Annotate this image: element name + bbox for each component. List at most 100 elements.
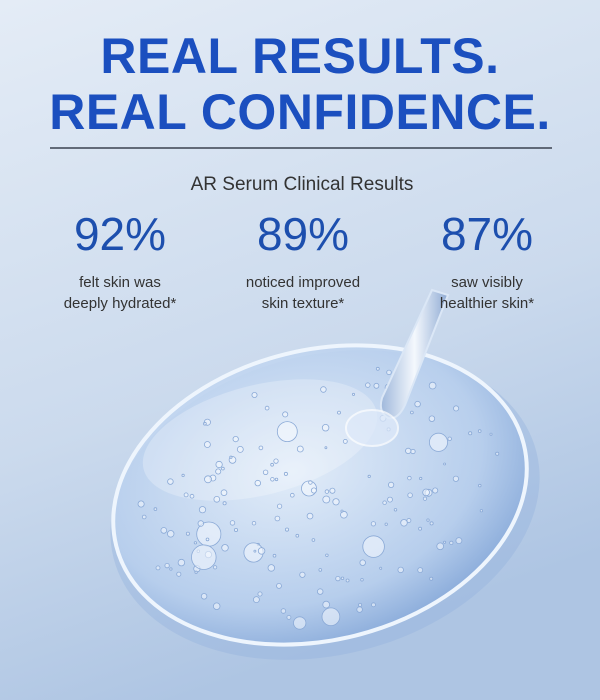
bubble — [332, 498, 340, 506]
bubble — [382, 500, 387, 505]
bubble — [221, 544, 229, 552]
bubble — [371, 602, 376, 608]
bubble — [251, 521, 257, 526]
bubble — [276, 503, 283, 509]
bubble — [205, 537, 210, 542]
bubbles — [137, 366, 500, 630]
bubble — [306, 512, 314, 520]
bubble — [203, 421, 207, 426]
bubble — [213, 495, 221, 503]
bubble — [432, 487, 439, 494]
bubble — [393, 508, 398, 512]
bubble — [286, 615, 292, 620]
bubble — [379, 566, 383, 570]
bubble — [422, 496, 428, 501]
bubble — [386, 369, 392, 376]
bubble — [203, 441, 211, 448]
bubble — [167, 478, 174, 485]
bubble — [264, 405, 270, 411]
stat-value: 87% — [441, 208, 533, 260]
bubble — [284, 527, 289, 532]
stat-description: skin texture* — [262, 295, 345, 312]
bubble — [166, 530, 175, 538]
bubble — [407, 492, 413, 498]
bubble — [337, 410, 341, 415]
bubble — [153, 507, 158, 511]
bubble — [410, 410, 414, 415]
bubble — [177, 558, 186, 567]
bubble — [251, 391, 258, 398]
bubble — [194, 570, 198, 574]
bubble — [215, 460, 223, 469]
bubble — [342, 438, 348, 444]
bubble — [160, 527, 168, 534]
bubble — [359, 559, 366, 566]
bubble — [479, 509, 483, 513]
bubble — [273, 458, 279, 464]
bubble — [176, 571, 182, 577]
bubble — [324, 446, 328, 450]
bubble — [455, 537, 463, 544]
bubble — [406, 518, 412, 523]
bubble — [317, 588, 324, 595]
subtitle: AR Serum Clinical Results — [191, 174, 414, 195]
bubble — [384, 522, 388, 526]
bubble — [262, 469, 269, 475]
bubble — [495, 451, 500, 456]
bubble — [137, 500, 145, 508]
bubble — [367, 474, 371, 478]
bubble — [447, 436, 452, 441]
bubble — [329, 487, 336, 494]
bubble — [429, 521, 434, 526]
bubble — [191, 544, 217, 570]
stats: 92% felt skin was deeply hydrated* 89% notic… — [64, 208, 535, 312]
bubble — [189, 493, 195, 499]
bubble — [155, 565, 161, 571]
bubble — [252, 596, 260, 603]
bubble — [321, 424, 330, 432]
bubble — [365, 382, 371, 388]
bubble — [358, 603, 363, 608]
bubble — [356, 606, 363, 613]
bubble — [489, 432, 493, 436]
bubble — [254, 479, 261, 487]
bubble — [229, 520, 236, 526]
bubble — [418, 526, 423, 531]
bubble — [215, 468, 222, 475]
gel-highlight — [142, 379, 378, 501]
headline: REAL CONFIDENCE. — [49, 84, 551, 140]
bubble — [443, 540, 447, 544]
bubble — [270, 477, 275, 482]
bubble — [164, 562, 170, 569]
bubble — [351, 392, 355, 396]
bubble — [308, 480, 313, 485]
bubble — [141, 514, 147, 520]
bubble — [169, 567, 173, 571]
bubble — [274, 477, 279, 482]
bubble — [407, 475, 412, 481]
bubble — [324, 489, 330, 494]
bubble — [322, 495, 331, 504]
bubble — [426, 518, 430, 522]
bubble — [276, 583, 282, 589]
bubble — [320, 386, 327, 393]
bubble — [283, 471, 288, 476]
stat-description: deeply hydrated* — [64, 295, 177, 312]
bubble — [310, 487, 317, 494]
bubble — [387, 481, 395, 488]
bubble — [183, 492, 189, 498]
bubble — [362, 535, 385, 558]
bubble — [335, 575, 341, 582]
bubble — [321, 607, 341, 627]
bubble — [397, 566, 404, 574]
bubble — [280, 608, 287, 614]
bubble — [274, 515, 281, 522]
bubble — [340, 510, 348, 519]
bubble — [428, 415, 436, 422]
bubble — [414, 400, 421, 408]
bubble — [428, 432, 448, 452]
bubble — [197, 520, 204, 527]
bubble — [181, 473, 185, 477]
bubble — [220, 489, 228, 497]
bubble — [213, 565, 218, 570]
